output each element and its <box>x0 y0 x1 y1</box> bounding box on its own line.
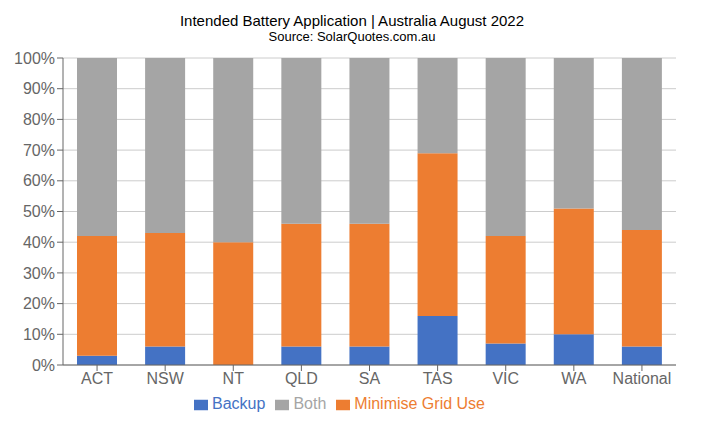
svg-text:70%: 70% <box>23 142 55 159</box>
svg-text:SA: SA <box>359 370 381 387</box>
svg-text:NSW: NSW <box>147 370 185 387</box>
svg-text:0%: 0% <box>32 357 55 374</box>
svg-text:100%: 100% <box>14 50 55 67</box>
svg-text:QLD: QLD <box>285 370 318 387</box>
svg-text:90%: 90% <box>23 80 55 97</box>
svg-text:VIC: VIC <box>492 370 519 387</box>
html-text:Both: Both <box>293 395 327 412</box>
svg-text:TAS: TAS <box>423 370 453 387</box>
svg-text:NT: NT <box>223 370 245 387</box>
svg-text:10%: 10% <box>23 326 55 343</box>
svg-text:80%: 80% <box>23 111 55 128</box>
svg-text:National: National <box>613 370 672 387</box>
svg-text:WA: WA <box>561 370 587 387</box>
svg-text:20%: 20% <box>23 295 55 312</box>
html-text:Intended Battery Application |: Intended Battery Application | Australia… <box>179 12 525 29</box>
svg-text:40%: 40% <box>23 234 55 251</box>
svg-text:ACT: ACT <box>81 370 113 387</box>
svg-text:50%: 50% <box>23 203 55 220</box>
html-text:Minimise Grid Use: Minimise Grid Use <box>354 395 485 412</box>
svg-text:30%: 30% <box>23 265 55 282</box>
html-text:Backup: Backup <box>212 395 266 412</box>
svg-text:60%: 60% <box>23 172 55 189</box>
html-text:Source: SolarQuotes.com.au: Source: SolarQuotes.com.au <box>268 29 436 44</box>
